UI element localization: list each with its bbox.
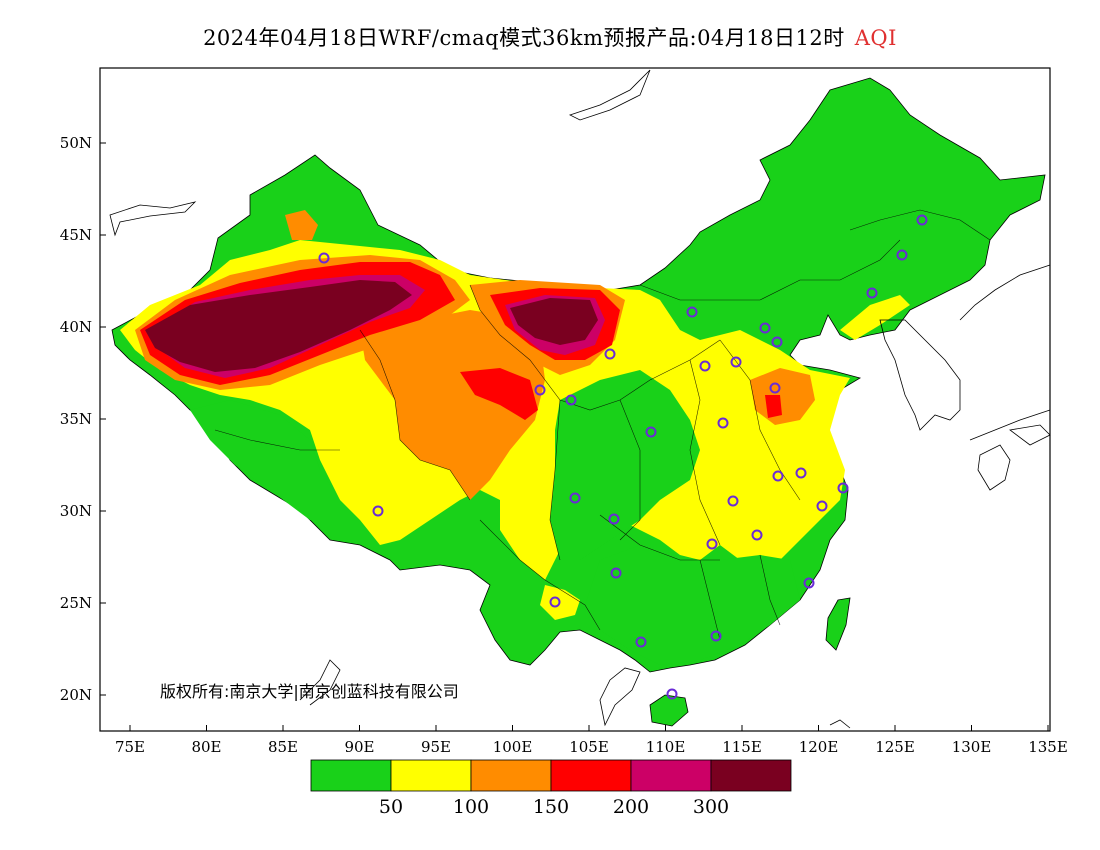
city-marker [604,348,616,360]
city-marker [837,482,849,494]
legend-swatch [390,759,472,792]
lat-tick-label: 20N [60,686,92,704]
city-marker [816,500,828,512]
city-marker [608,513,620,525]
city-marker [727,495,739,507]
city-marker [569,492,581,504]
city-marker [372,505,384,517]
moderate-zone-coast [840,295,910,340]
usg-zone-qinghai [360,310,545,500]
city-marker [686,306,698,318]
lon-tick-label: 80E [191,738,221,756]
legend-break-label: 200 [613,796,649,818]
copyright-text: 版权所有:南京大学|南京创蓝科技有限公司 [160,682,459,701]
lon-tick-label: 135E [1028,738,1068,756]
map-area: 版权所有:南京大学|南京创蓝科技有限公司 [109,69,1051,729]
good-zone-central [550,370,700,560]
city-marker [534,384,546,396]
city-marker [769,382,781,394]
city-marker [565,394,577,406]
city-markers [318,214,928,700]
city-marker [916,214,928,226]
hainan-island [649,694,689,727]
city-marker [710,630,722,642]
lon-tick-label: 120E [799,738,839,756]
city-marker [706,538,718,550]
unhealthy-zone-hebei [765,395,782,418]
latitude-axis: 50N 45N 40N 35N 30N 25N 20N [60,134,106,704]
longitude-axis: 75E 80E 85E 90E 95E 100E 105E 110E 115E 120E 125E 1… [115,725,1068,756]
city-marker [549,596,561,608]
neighbor-coastlines [109,69,1051,729]
good-zone-southeast [585,545,800,665]
lat-tick-label: 25N [60,594,92,612]
lon-tick-label: 95E [421,738,451,756]
usg-zone-shandong [750,368,815,425]
lat-tick-label: 35N [60,410,92,428]
province-borders [214,209,991,641]
lon-tick-label: 125E [875,738,915,756]
lat-tick-label: 45N [60,226,92,244]
lon-tick-label: 75E [115,738,145,756]
legend-break-label: 100 [453,796,489,818]
unhealthy-zone-qaidam [460,368,538,420]
city-marker [759,322,771,334]
city-marker [803,577,815,589]
lon-tick-label: 110E [646,738,686,756]
city-marker [896,249,908,261]
map-title: 2024年04月18日WRF/cmaq模式36km预报产品:04月18日12时 A… [0,22,1100,52]
legend-break-label: 50 [379,796,403,818]
city-marker [730,356,742,368]
map-title-variable: AQI [854,26,897,50]
city-marker [771,336,783,348]
city-marker [795,467,807,479]
legend-break-label: 300 [693,796,729,818]
city-marker [699,360,711,372]
city-marker [866,287,878,299]
hazardous-zone-badain-jaran [510,298,598,345]
city-marker [772,470,784,482]
legend-swatch [710,759,792,792]
usg-zone-junggar [285,210,318,240]
legend-swatch [310,759,392,792]
hazardous-zone-taklimakan [145,280,412,372]
legend-break-label: 150 [533,796,569,818]
legend-swatch [550,759,632,792]
lon-tick-label: 105E [569,738,609,756]
lon-tick-label: 115E [722,738,762,756]
city-marker [318,252,330,264]
good-zone-tibet [190,400,340,520]
lat-tick-label: 50N [60,134,92,152]
city-marker [717,417,729,429]
city-marker [645,426,657,438]
city-marker [751,529,763,541]
lat-tick-label: 40N [60,318,92,336]
lon-tick-label: 90E [344,738,374,756]
taiwan-island [825,597,851,651]
map-title-main: 2024年04月18日WRF/cmaq模式36km预报产品:04月18日12时 [203,26,845,50]
city-marker [635,636,647,648]
city-marker [666,688,678,700]
lon-tick-label: 85E [268,738,298,756]
legend-swatch [630,759,712,792]
legend-swatch [470,759,552,792]
aqi-legend: 50 100 150 200 300 [310,759,792,818]
lon-tick-label: 100E [493,738,533,756]
lat-tick-label: 30N [60,502,92,520]
map-frame [99,67,1051,732]
lon-tick-label: 130E [952,738,992,756]
city-marker [610,567,622,579]
